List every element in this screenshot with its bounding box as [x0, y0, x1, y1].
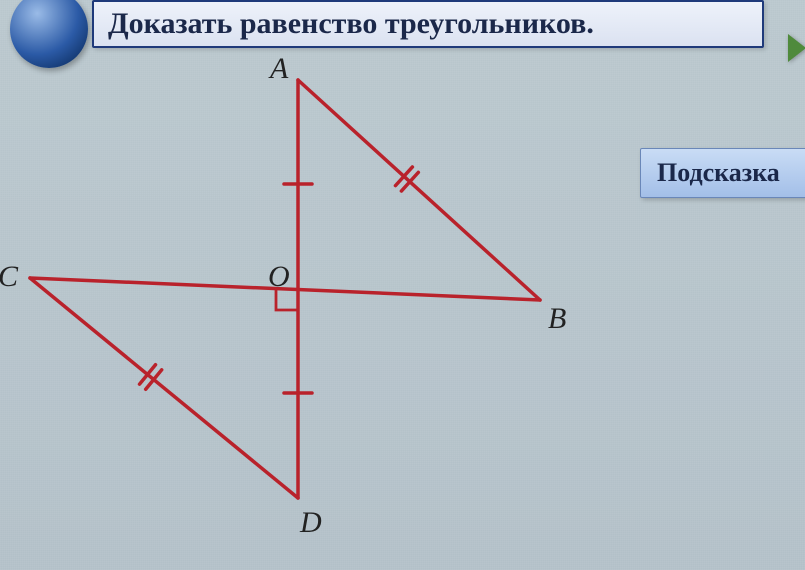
diagram-svg: ABCDO — [20, 60, 580, 520]
svg-text:A: A — [268, 52, 289, 85]
next-arrow-icon[interactable] — [788, 34, 805, 62]
svg-text:C: C — [0, 260, 19, 293]
svg-text:O: O — [268, 260, 290, 293]
title-text: Доказать равенство треугольников. — [108, 7, 594, 41]
svg-text:B: B — [548, 302, 566, 335]
title-box: Доказать равенство треугольников. — [92, 0, 764, 48]
geometry-diagram: ABCDO — [20, 60, 580, 520]
hint-label: Подсказка — [657, 158, 780, 188]
hint-button[interactable]: Подсказка — [640, 148, 805, 198]
svg-text:D: D — [299, 506, 322, 539]
